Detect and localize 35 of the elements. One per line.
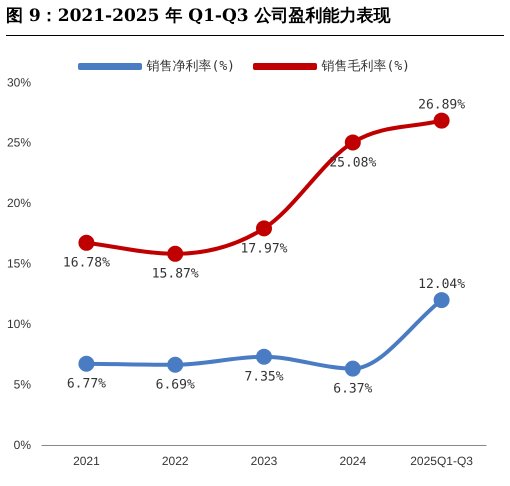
data-label: 12.04%	[418, 276, 466, 292]
data-label: 16.78%	[62, 256, 110, 271]
point	[167, 356, 184, 373]
y-tick-label: 30%	[6, 75, 32, 90]
y-tick-label: 0%	[14, 438, 32, 452]
y-tick-label: 25%	[6, 136, 32, 150]
point	[167, 246, 184, 262]
point	[344, 360, 361, 377]
data-label: 15.87%	[152, 266, 199, 282]
data-label: 25.08%	[329, 155, 376, 170]
y-tick-label: 15%	[6, 256, 32, 271]
x-tick-label: 2023	[250, 454, 278, 468]
y-tick-label: 20%	[6, 196, 32, 210]
point	[256, 220, 272, 236]
chart-title: 图 9：2021-2025 年 Q1-Q3 公司盈利能力表现	[6, 4, 504, 36]
data-label: 6.77%	[66, 376, 106, 392]
data-label: 17.97%	[240, 241, 288, 256]
legend-label: 销售净利率(%)	[146, 58, 236, 74]
x-tick-label: 2021	[73, 454, 100, 468]
data-label: 6.37%	[333, 381, 373, 396]
data-label: 7.35%	[244, 370, 284, 385]
y-tick-label: 5%	[14, 377, 32, 392]
data-label: 6.69%	[156, 378, 195, 393]
point	[434, 292, 450, 308]
point	[434, 112, 450, 129]
data-label: 26.89%	[418, 97, 466, 112]
x-tick-label: 2025Q1-Q3	[410, 454, 474, 468]
legend-label: 销售毛利率(%)	[320, 58, 410, 74]
y-tick-label: 10%	[6, 317, 32, 332]
x-tick-label: 2022	[162, 454, 189, 468]
point	[344, 134, 361, 150]
point	[78, 234, 94, 251]
point	[256, 348, 272, 365]
point	[78, 356, 94, 372]
x-tick-label: 2024	[339, 454, 366, 468]
